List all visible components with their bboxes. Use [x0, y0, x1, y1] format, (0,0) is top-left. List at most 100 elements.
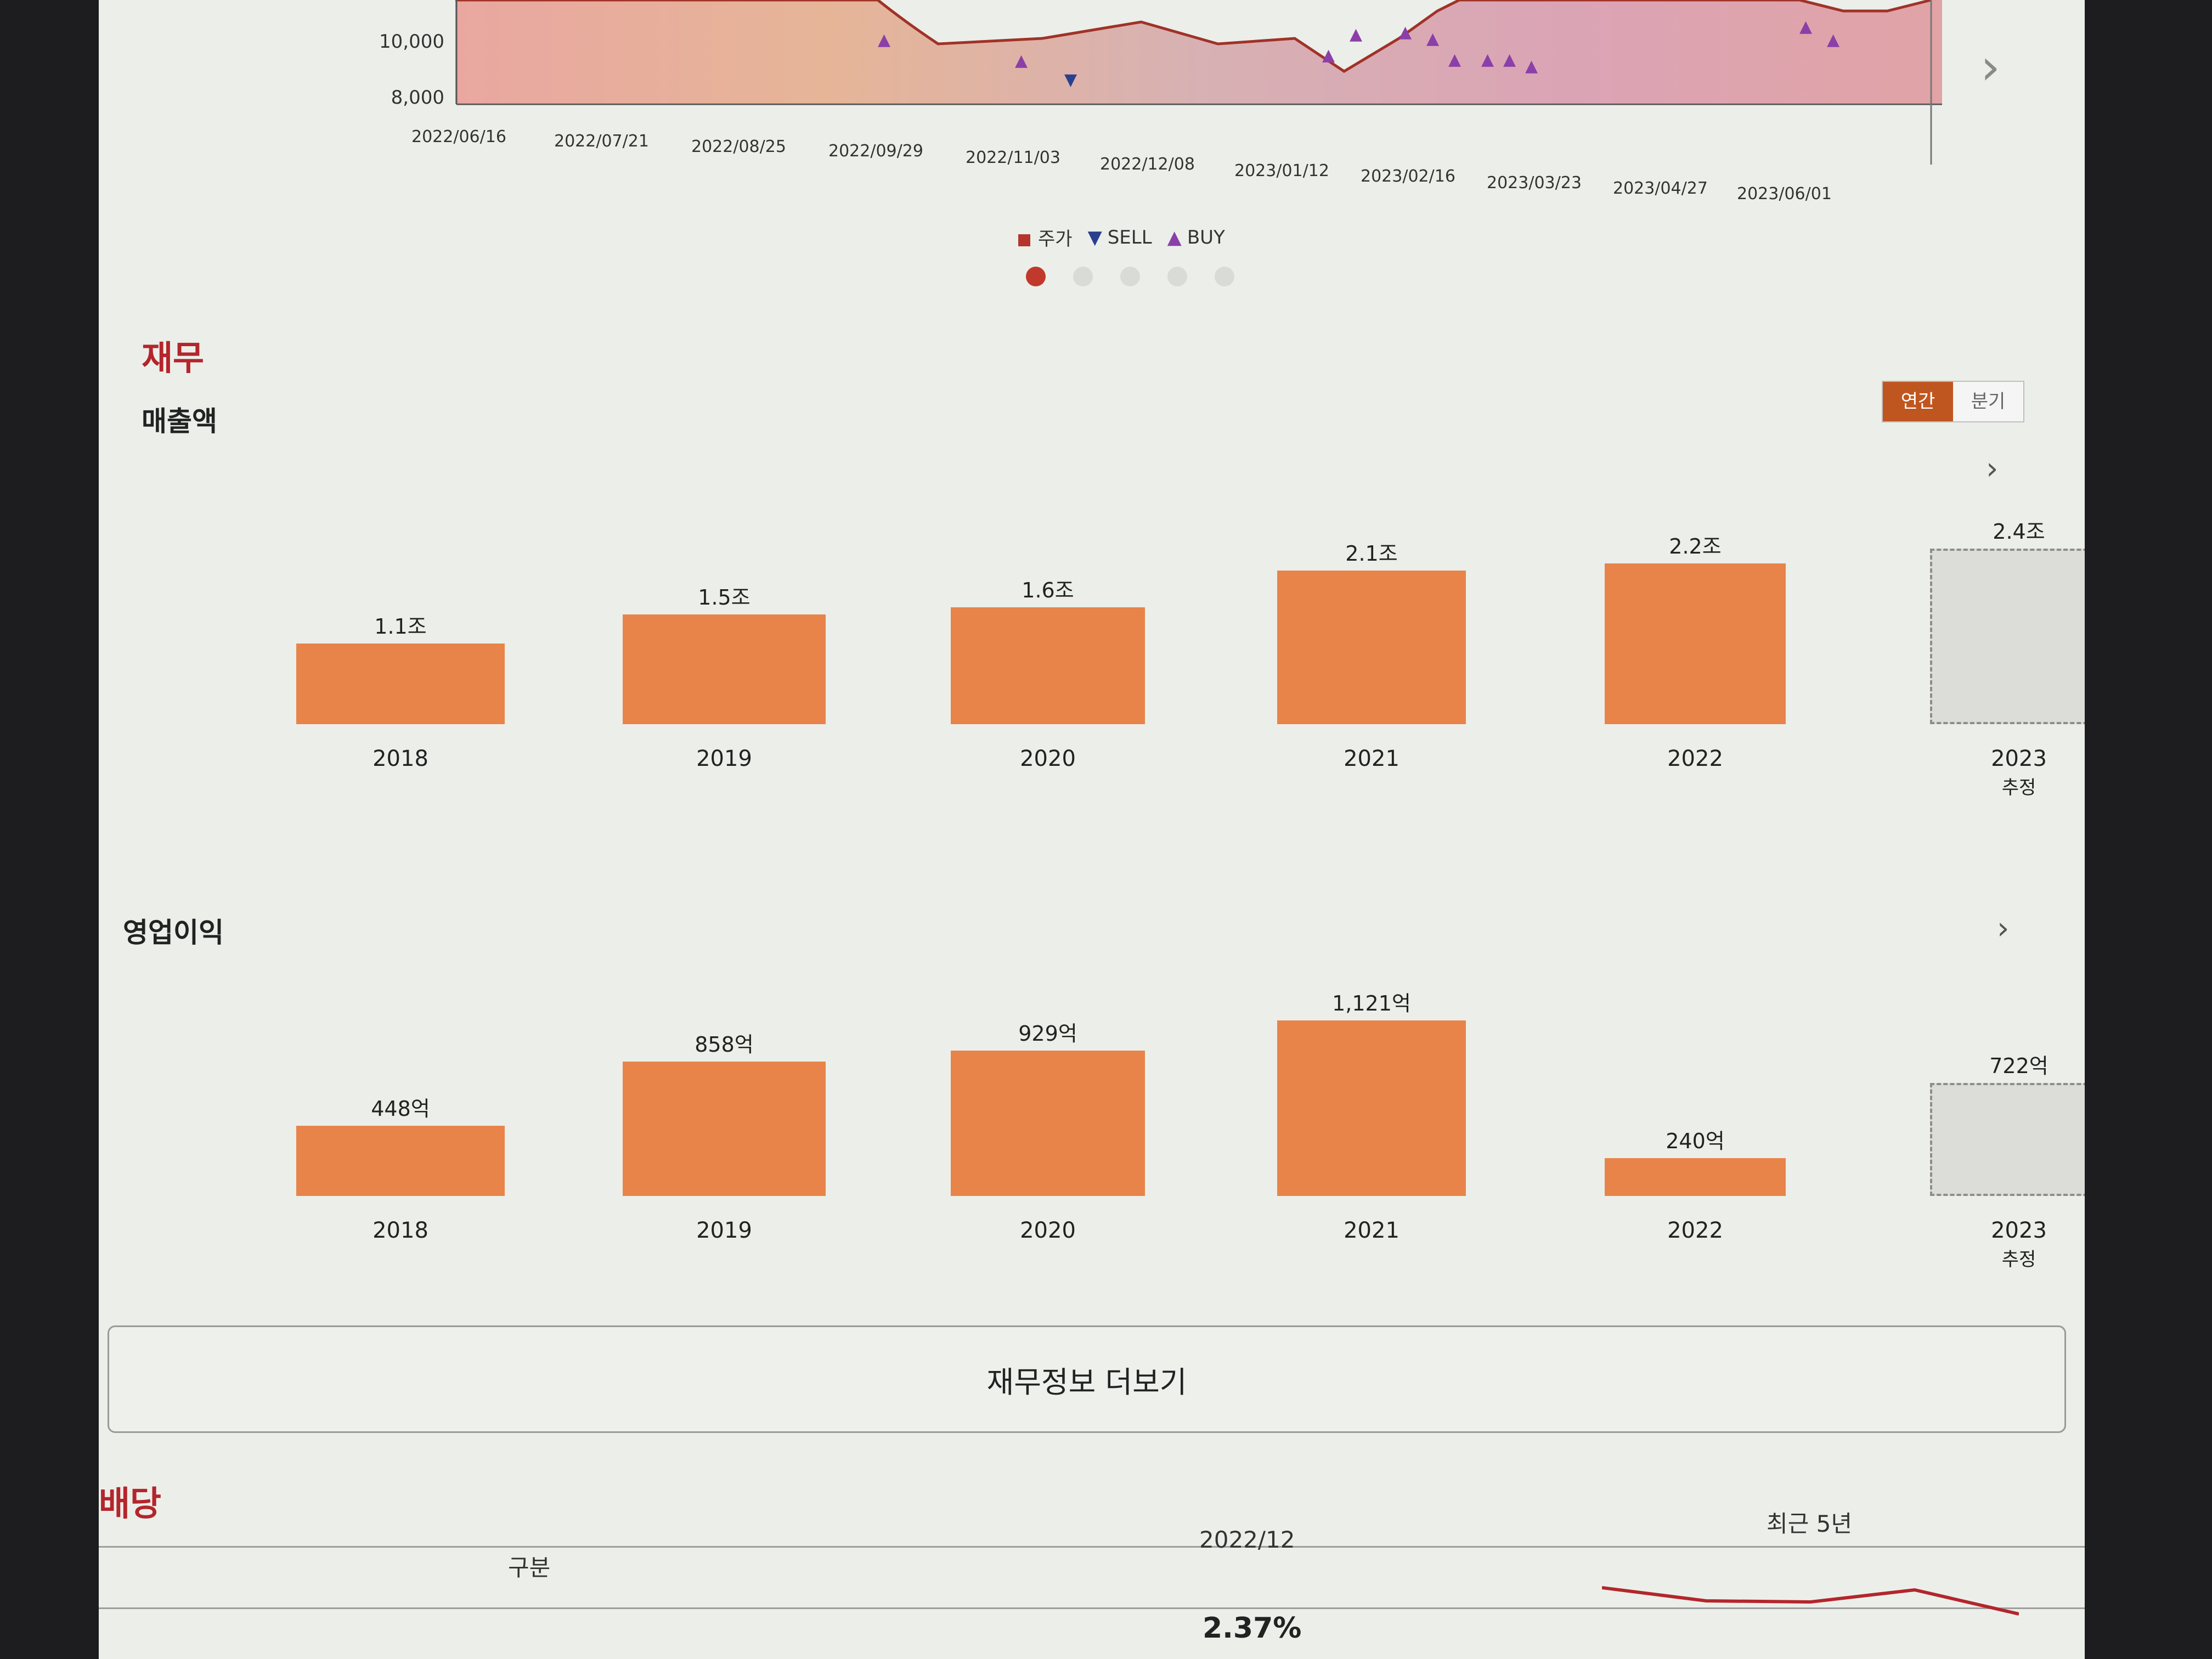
bar-category-label: 2019: [696, 746, 752, 771]
price-line: [455, 0, 1932, 73]
buy-marker-icon: ▲: [1525, 57, 1538, 76]
operating-profit-bar-chart: 448억 2018 858억 2019 929억 2020 1,121억 2021 240억 20…: [99, 991, 2085, 1306]
buy-marker-icon: ▲: [1015, 51, 1028, 70]
buy-marker-icon: ▲: [1350, 25, 1362, 44]
bar: [623, 1062, 826, 1196]
legend-item-sell: ▼ SELL: [1088, 227, 1152, 249]
bar-value-label: 2.2조: [1669, 534, 1722, 558]
bar-category-label: 2018: [373, 1218, 428, 1243]
table-divider: [99, 1546, 2085, 1548]
legend-label: SELL: [1107, 226, 1152, 249]
bar-value-label: 1.5조: [698, 585, 751, 610]
estimate-bar: [1930, 549, 2085, 724]
y-tick-label: 8,000: [391, 87, 444, 109]
bar: [1277, 571, 1466, 724]
bar-category-label: 2023: [1991, 1218, 2047, 1243]
bar-value-label: 858억: [695, 1032, 754, 1057]
bar-value-label: 1.1조: [374, 614, 427, 639]
bar-category-label: 2023: [1991, 746, 2047, 771]
buy-marker-icon: ▲: [1448, 50, 1461, 69]
column-header-recent: 최근 5년: [1767, 1510, 1852, 1537]
bar-category-label: 2021: [1344, 746, 1400, 771]
x-tick-label: 2022/07/21: [554, 132, 649, 151]
operating-profit-chart-title: 영업이익: [123, 917, 224, 949]
bar-category-label: 2021: [1344, 1218, 1400, 1243]
bar: [1605, 1158, 1786, 1196]
legend-item-buy: ▲ BUY: [1167, 227, 1225, 249]
legend-item-price: 주가: [1018, 224, 1073, 251]
pager-dot[interactable]: [1215, 267, 1234, 286]
bar-value-label: 448억: [371, 1097, 430, 1121]
buy-triangle-icon: ▲: [1167, 226, 1182, 249]
x-tick-label: 2023/03/23: [1487, 173, 1582, 193]
sell-marker-icon: ▼: [1064, 70, 1077, 89]
annual-toggle-button[interactable]: 연간: [1883, 382, 1953, 421]
x-tick-label: 2023/04/27: [1613, 179, 1708, 198]
bar-value-label: 2.4조: [1993, 520, 2045, 544]
y-tick-label: 10,000: [379, 31, 444, 53]
stock-price-chart: ▲ ▲ ▼ ▲ ▲ ▲ ▲ ▲ ▲ ▲ ▲ ▲ ▲ 10,000 8,000 2022/06/16 20…: [99, 0, 2085, 230]
column-header-period: 2022/12: [1199, 1526, 1295, 1553]
dividend-trend-sparkline: [1602, 1586, 2019, 1616]
app-screen: ▲ ▲ ▼ ▲ ▲ ▲ ▲ ▲ ▲ ▲ ▲ ▲ ▲ 10,000 8,000 2022/06/16 20…: [99, 0, 2085, 1659]
estimate-note: 추정: [2001, 777, 2036, 799]
chart-legend: 주가 ▼ SELL ▲ BUY: [1018, 224, 1225, 251]
pager-dot[interactable]: [1167, 267, 1187, 286]
buy-marker-icon: ▲: [1399, 22, 1412, 42]
x-tick-label: 2023/02/16: [1361, 167, 1455, 186]
revenue-bar-chart: 1.1조 2018 1.5조 2019 1.6조 2020 2.1조 2021 2.2조 2022…: [99, 520, 2085, 834]
revenue-detail-chevron-icon[interactable]: ›: [1986, 451, 1999, 487]
chart-pager: [1026, 267, 1234, 286]
x-tick-label: 2022/06/16: [411, 127, 506, 146]
dividend-yield-value: 2.37%: [1203, 1612, 1302, 1645]
bar: [296, 1126, 505, 1196]
x-tick-label: 2023/01/12: [1234, 161, 1329, 180]
bar: [623, 614, 826, 724]
chart-next-arrow-icon[interactable]: ›: [1980, 38, 2000, 96]
bar-category-label: 2020: [1020, 1218, 1076, 1243]
buy-marker-icon: ▲: [878, 30, 890, 49]
trade-markers: ▲ ▲ ▼ ▲ ▲ ▲ ▲ ▲ ▲ ▲ ▲ ▲ ▲: [878, 17, 1839, 89]
operating-profit-detail-chevron-icon[interactable]: ›: [1997, 911, 2010, 946]
buy-marker-icon: ▲: [1481, 50, 1494, 69]
pager-dot[interactable]: [1073, 267, 1093, 286]
dividend-section-title: 배당: [99, 1483, 162, 1523]
bar-value-label: 240억: [1666, 1129, 1725, 1154]
bar-category-label: 2019: [696, 1218, 752, 1243]
quarter-toggle-button[interactable]: 분기: [1971, 391, 2006, 413]
estimate-bar: [1930, 1082, 2085, 1196]
bar-value-label: 722억: [1989, 1053, 2049, 1078]
bar-value-label: 929억: [1018, 1021, 1077, 1046]
bar-value-label: 2.1조: [1345, 541, 1398, 566]
bar-category-label: 2022: [1667, 1218, 1723, 1243]
bar: [951, 607, 1145, 724]
x-tick-label: 2022/11/03: [966, 148, 1060, 167]
buy-marker-icon: ▲: [1827, 30, 1839, 49]
x-tick-label: 2022/12/08: [1100, 155, 1195, 174]
buy-marker-icon: ▲: [1322, 46, 1335, 65]
buy-marker-icon: ▲: [1426, 29, 1439, 48]
bar-category-label: 2020: [1020, 746, 1076, 771]
stock-price-plot: ▲ ▲ ▼ ▲ ▲ ▲ ▲ ▲ ▲ ▲ ▲ ▲ ▲: [455, 0, 1942, 165]
legend-swatch-price-icon: [1018, 234, 1030, 246]
bar-value-label: 1.6조: [1022, 578, 1074, 602]
bar: [1277, 1020, 1466, 1196]
bar: [296, 644, 505, 724]
bar-value-label: 1,121억: [1332, 991, 1411, 1015]
bar-category-label: 2022: [1667, 746, 1723, 771]
column-header-category: 구분: [508, 1554, 551, 1581]
revenue-chart-title: 매출액: [142, 405, 217, 437]
more-finance-button[interactable]: 재무정보 더보기: [108, 1325, 2066, 1433]
pager-dot[interactable]: [1026, 267, 1046, 286]
finance-section-title: 재무: [142, 338, 205, 378]
period-toggle: 연간 분기: [1882, 381, 2024, 422]
legend-label: BUY: [1187, 226, 1225, 249]
table-divider: [99, 1607, 2085, 1609]
x-tick-label: 2022/09/29: [828, 142, 923, 161]
pager-dot[interactable]: [1120, 267, 1140, 286]
x-tick-label: 2023/06/01: [1737, 184, 1832, 204]
legend-label: 주가: [1038, 228, 1073, 250]
bar: [951, 1050, 1145, 1196]
buy-marker-icon: ▲: [1799, 17, 1812, 36]
bar: [1605, 563, 1786, 724]
